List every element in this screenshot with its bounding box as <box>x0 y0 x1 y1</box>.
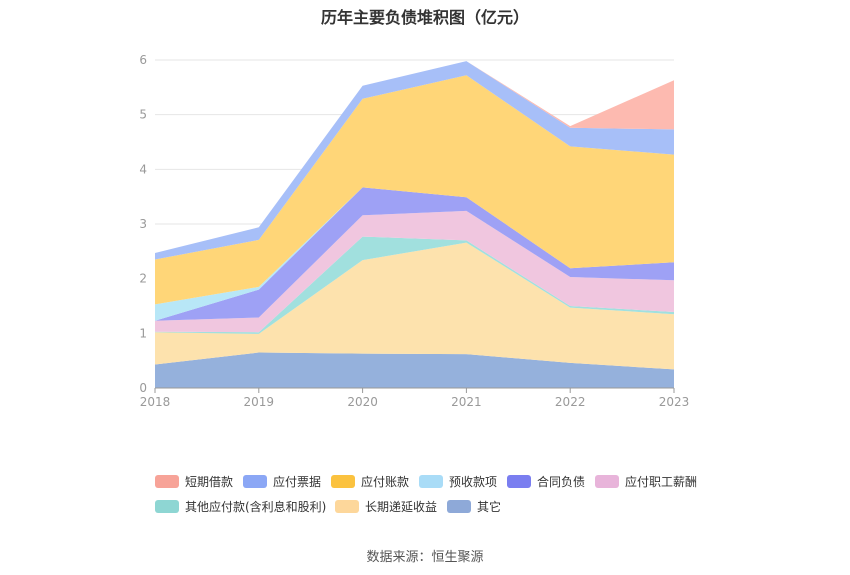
x-tick-label: 2022 <box>555 395 586 409</box>
legend-item[interactable]: 应付账款 <box>331 474 410 489</box>
area-series <box>155 352 674 388</box>
y-tick-label: 4 <box>139 162 147 176</box>
x-tick-label: 2023 <box>659 395 690 409</box>
x-tick-label: 2018 <box>140 395 171 409</box>
legend-swatch <box>595 474 619 488</box>
legend-label: 短期借款 <box>185 474 234 489</box>
legend-item[interactable]: 应付职工薪酬 <box>595 474 698 489</box>
legend-item[interactable]: 其他应付款(含利息和股利) <box>155 499 327 514</box>
legend-label: 预收款项 <box>449 474 498 489</box>
area-series <box>155 210 674 333</box>
legend-swatch <box>419 474 443 488</box>
legend-swatch <box>331 474 355 488</box>
x-tick-label: 2020 <box>347 395 378 409</box>
legend-label: 合同负债 <box>537 474 586 489</box>
legend-item[interactable]: 预收款项 <box>419 474 498 489</box>
area-series <box>155 242 674 370</box>
data-source-note: 数据来源：恒生聚源 <box>366 550 484 565</box>
area-series <box>155 75 674 305</box>
legend-label: 应付票据 <box>273 474 322 489</box>
legend-item[interactable]: 应付票据 <box>243 474 322 489</box>
legend-item[interactable]: 其它 <box>447 499 502 514</box>
legend-label: 其他应付款(含利息和股利) <box>185 499 327 514</box>
legend-label: 应付职工薪酬 <box>625 474 698 489</box>
area-series <box>155 187 674 321</box>
legend-swatch <box>507 474 531 488</box>
legend-item[interactable]: 合同负债 <box>507 474 586 489</box>
y-tick-label: 3 <box>139 217 147 231</box>
legend-item[interactable]: 短期借款 <box>155 474 234 489</box>
x-tick-label: 2019 <box>244 395 275 409</box>
legend-swatch <box>155 499 179 513</box>
legend-label: 其它 <box>477 499 502 514</box>
y-tick-label: 5 <box>139 108 147 122</box>
legend-item[interactable]: 长期递延收益 <box>335 499 438 514</box>
area-series <box>155 236 674 334</box>
y-tick-label: 2 <box>139 272 147 286</box>
legend-swatch <box>243 474 267 488</box>
y-tick-label: 0 <box>139 381 147 395</box>
legend-swatch <box>155 474 179 488</box>
stacked-area-chart: 0 1 2 3 4 5 6 2018 2019 2020 2021 2022 2023 <box>139 53 690 409</box>
legend-swatch <box>447 499 471 513</box>
legend-label: 长期递延收益 <box>365 499 438 514</box>
chart-title: 历年主要负债堆积图（亿元） <box>320 8 529 27</box>
y-tick-label: 6 <box>139 53 147 67</box>
y-tick-label: 1 <box>139 326 147 340</box>
x-tick-label: 2021 <box>451 395 482 409</box>
legend-swatch <box>335 499 359 513</box>
legend-label: 应付账款 <box>361 474 410 489</box>
